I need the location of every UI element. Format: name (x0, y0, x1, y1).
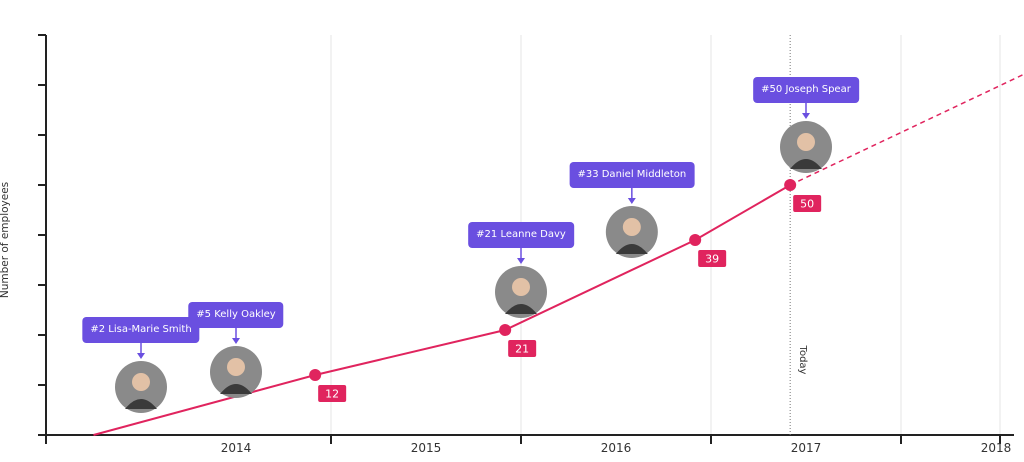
milestone-callout: #2 Lisa-Marie Smith (82, 317, 200, 343)
today-label: Today (797, 345, 808, 375)
data-label: 12 (325, 388, 339, 401)
data-label-badge (508, 340, 537, 357)
x-tick-label: 2018 (981, 441, 1012, 455)
data-label: 21 (515, 343, 529, 356)
data-point (499, 324, 512, 336)
callout-arrowhead (802, 113, 810, 119)
avatar-head (512, 278, 530, 296)
avatar-body (615, 244, 648, 254)
avatar-body (125, 399, 157, 409)
data-point (784, 179, 797, 191)
data-label: 39 (705, 253, 719, 266)
data-label-badge (698, 250, 727, 267)
projection-line (789, 73, 1024, 186)
data-point (689, 234, 702, 246)
x-tick-label: 2014 (221, 441, 252, 455)
data-label-badge (793, 195, 822, 212)
callout-arrowhead (232, 338, 240, 344)
avatar-body (505, 304, 537, 314)
data-label-badge (318, 385, 347, 402)
y-axis-label: Number of employees (0, 181, 11, 299)
milestone-callout: #33 Daniel Middleton (569, 162, 695, 188)
callout-arrowhead (627, 198, 636, 204)
avatar-head (227, 358, 245, 376)
x-tick-label: 2015 (411, 441, 442, 455)
callout-arrowhead (137, 353, 145, 359)
avatar-head (622, 218, 641, 236)
callout-arrowhead (517, 258, 525, 264)
data-label: 50 (800, 198, 814, 211)
avatar-head (797, 133, 815, 151)
milestone-callout: #50 Joseph Spear (753, 77, 859, 103)
avatar-body (790, 159, 822, 169)
milestone-callout: #5 Kelly Oakley (188, 302, 284, 328)
milestone-callout: #21 Leanne Davy (468, 222, 574, 248)
avatar-head (132, 373, 150, 391)
avatar-body (220, 384, 252, 394)
x-tick-label: 2016 (601, 441, 632, 455)
x-tick-label: 2017 (791, 441, 822, 455)
data-point (309, 369, 322, 381)
